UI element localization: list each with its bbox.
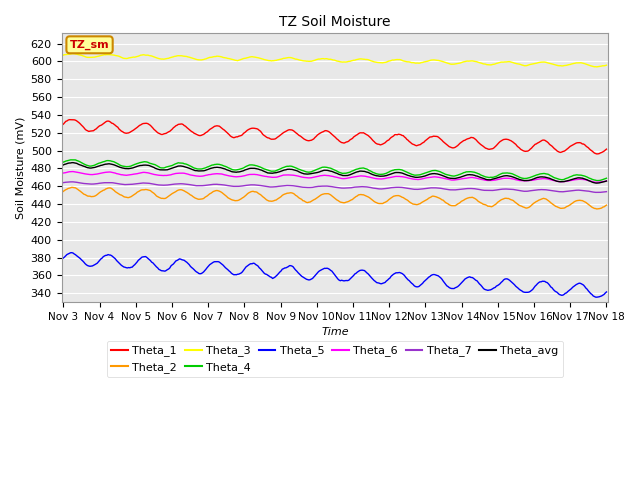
Theta_6 (121, 172, 129, 178)
Theta_4 (581, 173, 589, 179)
Theta_6 (60, 170, 67, 176)
Theta_7 (152, 181, 159, 187)
Theta_3 (367, 58, 374, 63)
Text: TZ_sm: TZ_sm (70, 40, 109, 50)
Theta_4 (60, 159, 67, 165)
Theta_1 (603, 146, 611, 152)
Theta_5 (60, 255, 67, 261)
Theta_5 (121, 264, 129, 270)
Theta_5 (603, 289, 611, 295)
Theta_7 (581, 188, 589, 194)
Theta_3 (603, 62, 611, 68)
Theta_6 (596, 179, 604, 185)
Theta_avg (603, 178, 611, 184)
Theta_7 (603, 189, 611, 194)
Theta_7 (60, 180, 67, 185)
Theta_4 (454, 172, 461, 178)
Theta_2 (581, 199, 589, 204)
Line: Theta_7: Theta_7 (63, 182, 607, 192)
Line: Theta_3: Theta_3 (63, 54, 607, 67)
Theta_1 (152, 128, 159, 133)
Theta_avg (596, 180, 604, 185)
Theta_7 (594, 190, 602, 195)
Theta_2 (121, 194, 129, 200)
Theta_6 (603, 178, 611, 184)
Theta_avg (121, 166, 129, 171)
Theta_6 (581, 177, 589, 182)
Theta_3 (152, 55, 159, 60)
Theta_avg (367, 171, 374, 177)
Theta_1 (454, 143, 461, 148)
Theta_1 (596, 150, 604, 156)
Theta_3 (68, 51, 76, 57)
Theta_avg (454, 175, 461, 181)
Line: Theta_4: Theta_4 (63, 160, 607, 180)
X-axis label: Time: Time (321, 327, 349, 337)
Theta_6 (454, 177, 461, 182)
Theta_2 (60, 189, 67, 194)
Theta_3 (596, 63, 604, 69)
Theta_7 (68, 179, 76, 185)
Theta_avg (69, 160, 77, 166)
Theta_3 (581, 61, 589, 67)
Theta_4 (596, 178, 604, 183)
Theta_7 (367, 185, 374, 191)
Line: Theta_6: Theta_6 (63, 171, 607, 182)
Line: Theta_avg: Theta_avg (63, 163, 607, 183)
Theta_1 (593, 151, 600, 157)
Legend: Theta_1, Theta_2, Theta_3, Theta_4, Theta_5, Theta_6, Theta_7, Theta_avg: Theta_1, Theta_2, Theta_3, Theta_4, Thet… (107, 341, 563, 377)
Theta_2 (603, 202, 611, 208)
Y-axis label: Soil Moisture (mV): Soil Moisture (mV) (15, 116, 25, 219)
Theta_3 (454, 60, 461, 66)
Theta_2 (596, 205, 604, 211)
Theta_avg (581, 176, 589, 182)
Theta_7 (454, 187, 461, 192)
Theta_7 (121, 182, 129, 188)
Theta_5 (593, 294, 600, 300)
Theta_5 (68, 250, 76, 255)
Theta_4 (121, 164, 129, 169)
Theta_4 (69, 157, 77, 163)
Theta_avg (152, 166, 159, 171)
Theta_avg (593, 180, 600, 186)
Theta_2 (454, 201, 461, 207)
Line: Theta_2: Theta_2 (63, 187, 607, 209)
Theta_6 (593, 180, 600, 185)
Theta_5 (367, 274, 374, 280)
Theta_2 (593, 206, 600, 212)
Title: TZ Soil Moisture: TZ Soil Moisture (279, 15, 390, 29)
Theta_3 (593, 64, 600, 70)
Line: Theta_5: Theta_5 (63, 252, 607, 297)
Line: Theta_1: Theta_1 (63, 120, 607, 154)
Theta_5 (454, 284, 461, 289)
Theta_4 (367, 168, 374, 174)
Theta_1 (581, 142, 589, 148)
Theta_1 (69, 117, 77, 122)
Theta_4 (603, 175, 611, 181)
Theta_1 (367, 135, 374, 141)
Theta_5 (596, 293, 604, 299)
Theta_4 (593, 178, 600, 183)
Theta_3 (121, 56, 129, 61)
Theta_avg (60, 162, 67, 168)
Theta_6 (367, 175, 374, 180)
Theta_4 (152, 162, 159, 168)
Theta_2 (68, 184, 76, 190)
Theta_2 (152, 192, 159, 197)
Theta_7 (596, 190, 604, 195)
Theta_5 (152, 263, 159, 268)
Theta_6 (152, 172, 159, 178)
Theta_1 (121, 130, 129, 136)
Theta_5 (581, 284, 589, 289)
Theta_6 (68, 168, 76, 174)
Theta_1 (60, 121, 67, 127)
Theta_3 (60, 52, 67, 58)
Theta_2 (367, 196, 374, 202)
